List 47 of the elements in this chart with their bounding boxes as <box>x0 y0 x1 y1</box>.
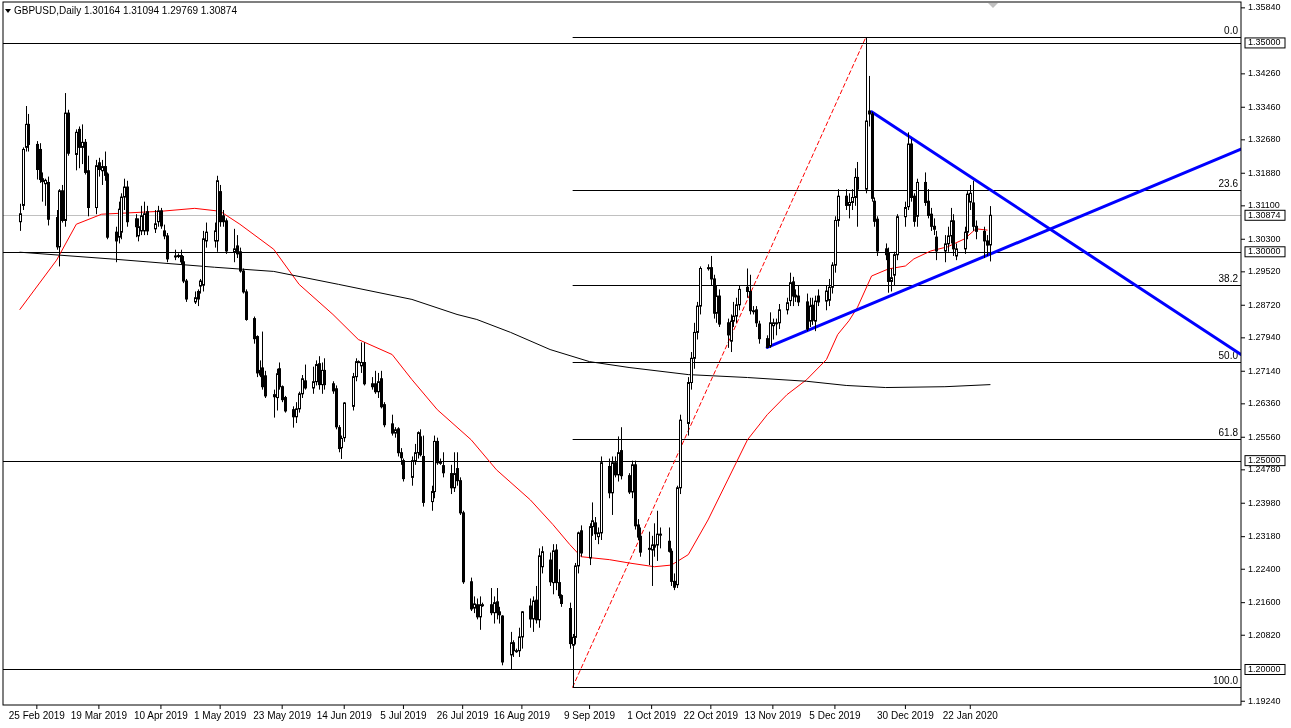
annotation: 38.2 <box>1218 273 1239 285</box>
y-tick-label: 1.27140 <box>1248 365 1281 376</box>
x-tick-label: 13 Nov 2019 <box>744 710 802 721</box>
annotation: 61.8 <box>1218 426 1239 438</box>
x-tick-label: 10 Apr 2019 <box>133 710 189 721</box>
y-tick-label: 1.28720 <box>1248 299 1281 310</box>
x-tick-label: 22 Oct 2019 <box>683 710 739 721</box>
x-tick-label: 22 Jan 2020 <box>942 710 999 721</box>
y-tick-label: 1.31880 <box>1248 167 1281 178</box>
ref-line-label: 1.30000 <box>1248 246 1281 257</box>
x-tick-label: 30 Dec 2019 <box>877 710 935 721</box>
y-tick-label: 1.23180 <box>1248 531 1281 542</box>
x-tick-label: 25 Feb 2019 <box>8 710 66 721</box>
x-tick-label: 23 May 2019 <box>253 710 312 721</box>
y-tick-label: 1.19240 <box>1248 695 1281 706</box>
x-tick-label: 1 May 2019 <box>194 710 247 721</box>
x-tick-label: 1 Oct 2019 <box>627 710 677 721</box>
ref-line-label: 1.35000 <box>1248 37 1281 48</box>
y-tick-label: 1.35840 <box>1248 2 1281 13</box>
x-tick-label: 16 Aug 2019 <box>493 710 551 721</box>
x-tick-label: 5 Jul 2019 <box>380 710 427 721</box>
x-tick-label: 26 Jul 2019 <box>436 710 489 721</box>
y-tick-label: 1.26360 <box>1248 398 1281 409</box>
ref-line-label: 1.20000 <box>1248 663 1281 674</box>
y-tick-label: 1.21600 <box>1248 597 1281 608</box>
x-tick-label: 9 Sep 2019 <box>563 710 616 721</box>
y-tick-label: 1.25560 <box>1248 431 1281 442</box>
y-tick-label: 1.32680 <box>1248 134 1281 145</box>
y-tick-label: 1.33460 <box>1248 101 1281 112</box>
y-tick-label: 1.31100 <box>1248 200 1280 211</box>
y-tick-label: 1.22400 <box>1248 563 1281 574</box>
y-tick-label: 1.23980 <box>1248 497 1281 508</box>
annotation: 0.0 <box>1224 25 1239 37</box>
ref-line-label: 1.25000 <box>1248 455 1281 466</box>
x-tick-label: 14 Jun 2019 <box>316 710 373 721</box>
y-tick-label: 1.30300 <box>1248 233 1281 244</box>
x-tick-label: 19 Mar 2019 <box>70 710 128 721</box>
y-tick-label: 1.34260 <box>1248 68 1281 79</box>
y-tick-label: 1.29520 <box>1248 266 1281 277</box>
y-tick-label: 1.27940 <box>1248 332 1281 343</box>
y-tick-label: 1.24780 <box>1248 464 1281 475</box>
chart-title: GBPUSD,Daily 1.30164 1.31094 1.29769 1.30874 <box>14 5 238 16</box>
ref-line-label: 1.30874 <box>1248 209 1281 220</box>
annotation: 23.6 <box>1218 178 1239 190</box>
annotation: 100.0 <box>1212 675 1239 687</box>
x-tick-label: 5 Dec 2019 <box>809 710 861 721</box>
y-tick-label: 1.20820 <box>1248 629 1281 640</box>
